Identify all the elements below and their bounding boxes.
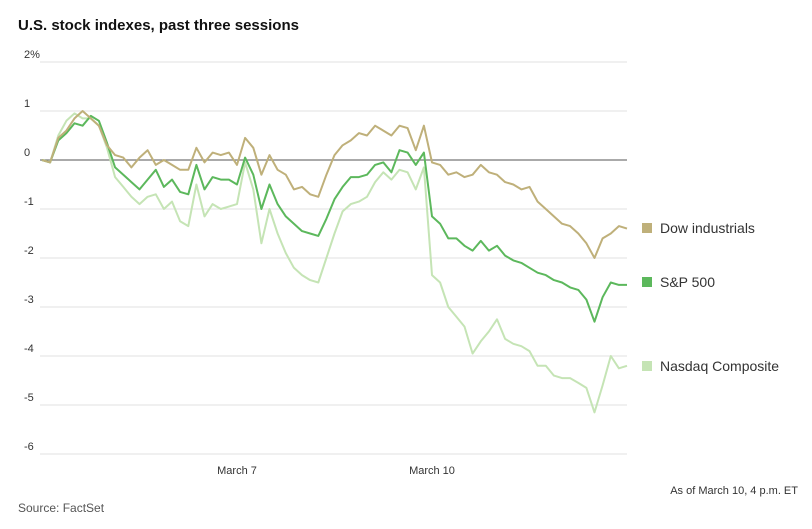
x-tick-label: March 7 <box>217 465 257 477</box>
legend-label: S&P 500 <box>660 274 715 290</box>
y-tick-label: -4 <box>24 343 34 355</box>
y-tick-label: -5 <box>24 392 34 404</box>
source: Source: FactSet <box>18 501 105 515</box>
note: As of March 10, 4 p.m. ET <box>670 485 798 497</box>
y-tick-label: -2 <box>24 245 34 257</box>
series-line <box>41 114 627 323</box>
y-tick-label: 2% <box>24 49 40 61</box>
y-tick-label: -3 <box>24 294 34 306</box>
series-line <box>41 112 628 414</box>
y-tick-label: -6 <box>24 441 34 453</box>
x-tick-label: March 10 <box>409 465 455 477</box>
legend-swatch <box>642 223 652 233</box>
chart-title: U.S. stock indexes, past three sessions <box>18 17 299 34</box>
legend-label: Nasdaq Composite <box>660 358 779 374</box>
y-tick-label: -1 <box>24 196 34 208</box>
legend-swatch <box>642 361 652 371</box>
legend-swatch <box>642 277 652 287</box>
y-tick-label: 1 <box>24 98 30 110</box>
y-tick-label: 0 <box>24 147 30 159</box>
legend-label: Dow industrials <box>660 220 755 236</box>
series-line <box>41 110 628 259</box>
